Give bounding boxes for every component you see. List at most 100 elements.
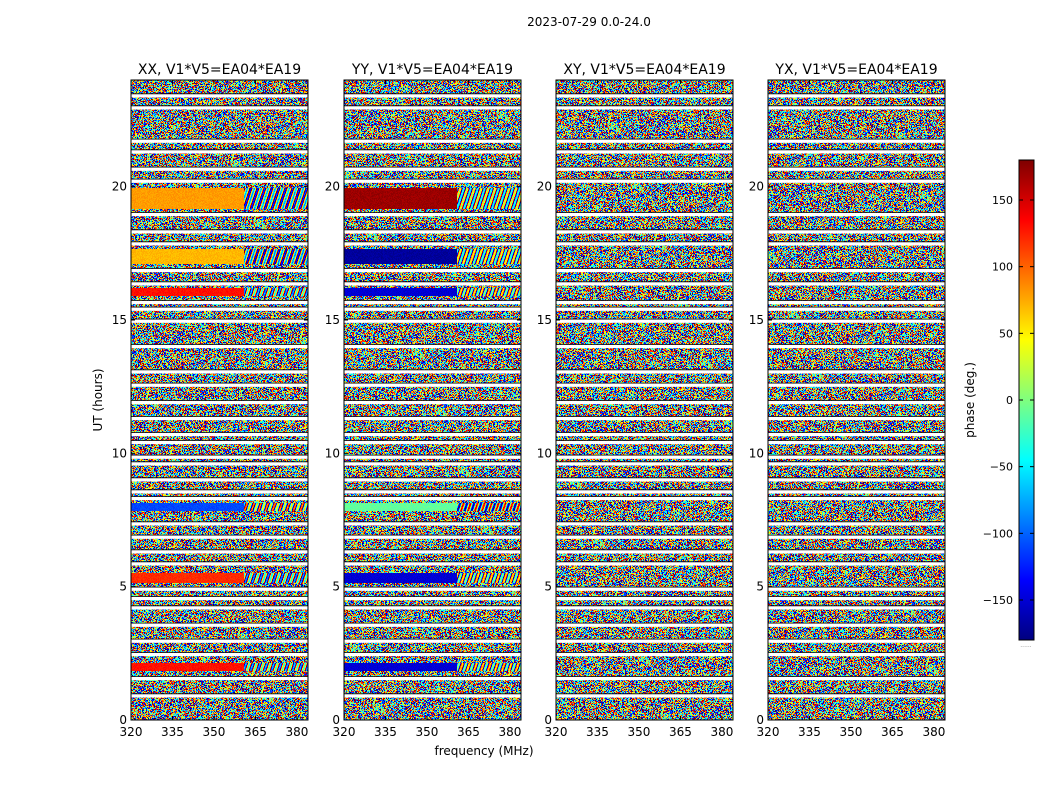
y-tick-label: 20 (749, 180, 764, 194)
y-tick-label: 20 (325, 180, 340, 194)
flagged-gap (344, 562, 521, 566)
flagged-gap (131, 106, 308, 110)
flagged-gap (344, 432, 521, 437)
flagged-gap (556, 496, 733, 501)
flagged-gap (556, 587, 733, 591)
colorbar-footer: ...... (1020, 642, 1032, 649)
x-tick-label: 365 (669, 725, 692, 739)
flagged-gap (131, 535, 308, 539)
flagged-gap (131, 416, 308, 421)
flagged-gap (344, 370, 521, 374)
flagged-gap (556, 455, 733, 459)
flagged-gap (131, 268, 308, 273)
flagged-gap (344, 212, 521, 217)
y-tick-label: 5 (756, 580, 764, 594)
x-tick-label: 380 (710, 725, 733, 739)
flagged-gap (344, 242, 521, 246)
flagged-gap (768, 440, 945, 445)
flagged-gap (768, 550, 945, 554)
flagged-gap (131, 282, 308, 286)
flagged-gap (556, 150, 733, 154)
y-tick-label: 0 (332, 713, 340, 727)
flagged-gap (768, 282, 945, 286)
flagged-gap (768, 676, 945, 681)
flagged-gap (768, 416, 945, 421)
flagged-gap (344, 307, 521, 311)
figure-title: 2023-07-29 0.0-24.0 (527, 15, 651, 29)
flagged-gap (556, 319, 733, 323)
x-tick-label: 335 (374, 725, 397, 739)
x-tick-label: 380 (498, 725, 521, 739)
flagged-gap (344, 230, 521, 234)
flagged-gap (556, 400, 733, 405)
colorbar-tick-label: 100 (992, 261, 1013, 274)
flagged-gap (768, 319, 945, 323)
flagged-gap (768, 535, 945, 539)
y-tick-label: 0 (119, 713, 127, 727)
flagged-gap (768, 400, 945, 405)
y-tick-label: 10 (112, 446, 127, 460)
flagged-gap (131, 455, 308, 459)
flagged-gap (131, 462, 308, 466)
flagged-gap (131, 606, 308, 610)
colorbar-tick-label: 0 (1006, 394, 1013, 407)
flagged-gap (131, 562, 308, 566)
colorbar: −150 −100 −50 0 50 100 150 (983, 159, 1035, 641)
y-tick-label: 0 (756, 713, 764, 727)
colorbar-label: phase (deg.) (963, 362, 977, 438)
flagged-gap (556, 596, 733, 601)
x-tick-label: 320 (333, 725, 356, 739)
flagged-gap (131, 694, 308, 698)
flagged-gap (131, 496, 308, 501)
flagged-gap (344, 179, 521, 183)
colorbar-tick-label: −100 (983, 527, 1013, 540)
flagged-gap (344, 167, 521, 171)
flagged-gap (768, 179, 945, 183)
flagged-gap (768, 694, 945, 698)
axes-frame (555, 79, 734, 721)
x-tick-label: 350 (203, 725, 226, 739)
x-tick-label: 365 (457, 725, 480, 739)
flagged-gap (768, 230, 945, 234)
x-tick-label: 350 (840, 725, 863, 739)
heatmap-raster (768, 80, 945, 720)
flagged-gap (556, 652, 733, 657)
flagged-gap (131, 432, 308, 437)
flagged-gap (344, 639, 521, 643)
flagged-gap (344, 694, 521, 698)
panel-title: YX, V1*V5=EA04*EA19 (774, 62, 937, 78)
flagged-gap (556, 106, 733, 110)
panel-1: YY, V1*V5=EA04*EA19 320 335 350 365 380 0 5 10 15… (325, 62, 522, 739)
colorbar-tick-label: −150 (983, 594, 1013, 607)
flagged-gap (131, 522, 308, 526)
panels: XX, V1*V5=EA04*EA19 320 335 350 365 380 0 5 10 15… (112, 62, 946, 739)
flagged-gap (768, 496, 945, 501)
flagged-gap (556, 307, 733, 311)
flagged-gap (556, 230, 733, 234)
x-tick-label: 335 (798, 725, 821, 739)
flagged-gap (344, 344, 521, 349)
x-tick-label: 380 (922, 725, 945, 739)
y-tick-label: 10 (325, 446, 340, 460)
flagged-gap (556, 139, 733, 143)
flagged-gap (556, 676, 733, 681)
flagged-gap (131, 676, 308, 681)
flagged-gap (131, 400, 308, 405)
flagged-gap (344, 535, 521, 539)
flagged-gap (556, 623, 733, 627)
flagged-gap (768, 242, 945, 246)
y-tick-label: 15 (537, 313, 552, 327)
x-tick-label: 320 (545, 725, 568, 739)
flagged-gap (768, 106, 945, 110)
panel-title: XY, V1*V5=EA04*EA19 (563, 62, 725, 78)
flagged-gap (556, 416, 733, 421)
x-tick-label: 335 (586, 725, 609, 739)
flagged-gap (131, 179, 308, 183)
heatmap-raster (344, 80, 521, 720)
y-tick-label: 5 (332, 580, 340, 594)
flagged-gap (344, 623, 521, 627)
flagged-gap (344, 676, 521, 681)
flagged-gap (768, 639, 945, 643)
flagged-gap (131, 319, 308, 323)
flagged-gap (131, 212, 308, 217)
